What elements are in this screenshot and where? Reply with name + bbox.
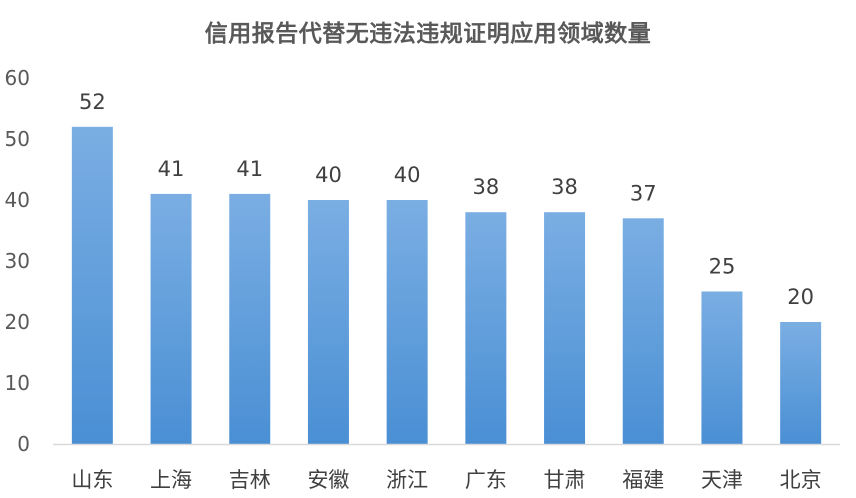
data-label: 40 [394, 163, 421, 187]
x-tick-label: 福建 [622, 468, 664, 492]
x-tick-label: 浙江 [386, 468, 428, 492]
data-label: 38 [551, 175, 578, 199]
y-tick-label: 40 [5, 188, 30, 212]
x-tick-label: 天津 [701, 468, 743, 492]
x-tick-label: 北京 [780, 468, 822, 492]
y-tick-label: 20 [5, 310, 30, 334]
x-tick-label: 广东 [465, 468, 507, 492]
chart-title: 信用报告代替无违法违规证明应用领域数量 [204, 21, 652, 47]
bar-吉林 [229, 193, 271, 444]
bar-安徽 [307, 200, 349, 444]
bar-福建 [622, 218, 664, 444]
x-tick-label: 上海 [150, 468, 192, 492]
x-tick-label: 吉林 [229, 468, 271, 492]
y-tick-label: 60 [5, 66, 30, 90]
data-label: 52 [79, 90, 106, 114]
bar-上海 [150, 193, 192, 444]
y-tick-label: 50 [5, 127, 30, 151]
bar-浙江 [386, 200, 428, 444]
bar-北京 [780, 322, 822, 444]
y-tick-label: 0 [17, 432, 30, 456]
data-label: 37 [630, 181, 657, 205]
data-label: 38 [472, 175, 499, 199]
data-label: 41 [236, 157, 263, 181]
data-label: 25 [709, 255, 736, 279]
x-tick-label: 安徽 [307, 468, 349, 492]
data-label: 40 [315, 163, 342, 187]
bar-广东 [465, 212, 507, 444]
x-tick-label: 甘肃 [544, 468, 586, 492]
bar-山东 [71, 126, 113, 445]
data-label: 20 [787, 285, 814, 309]
y-tick-label: 30 [5, 249, 30, 273]
data-label: 41 [158, 157, 185, 181]
y-tick-label: 10 [5, 371, 30, 395]
bar-甘肃 [544, 212, 586, 444]
bar-天津 [701, 291, 743, 444]
x-tick-label: 山东 [71, 468, 113, 492]
